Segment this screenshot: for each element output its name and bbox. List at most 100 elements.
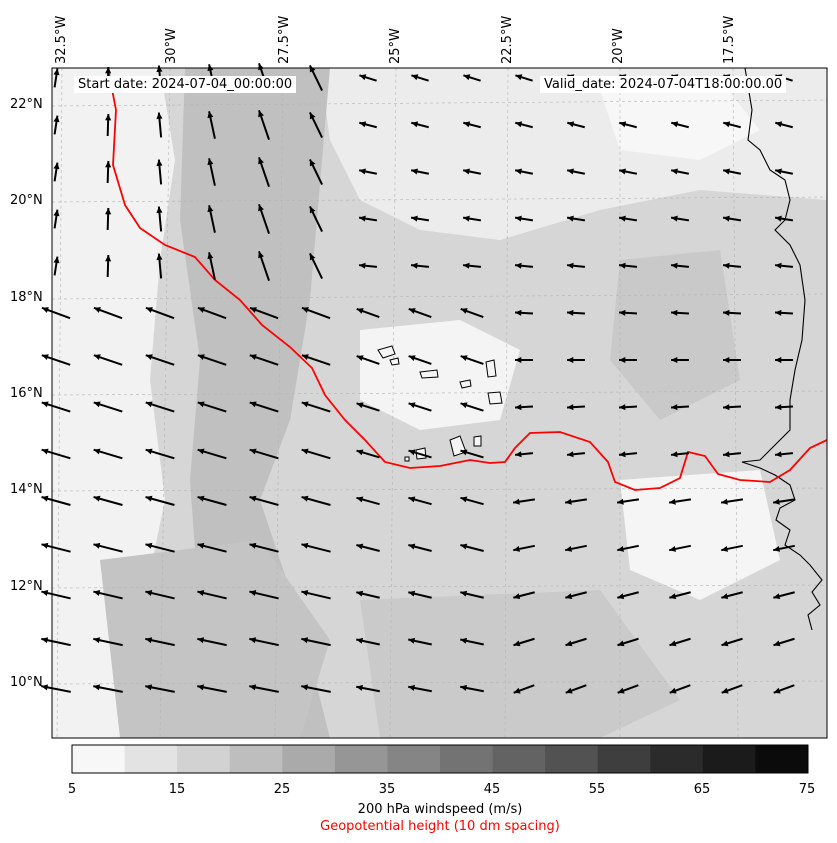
- wind-arrow-head: [721, 687, 729, 694]
- lon-label-32-5w: 32.5°W: [54, 15, 69, 64]
- colorbar: [72, 745, 809, 773]
- wind-arrow-head: [301, 542, 309, 549]
- wind-arrow-head: [197, 495, 205, 502]
- colorbar-segment: [177, 745, 231, 773]
- wind-arrow-head: [567, 121, 575, 128]
- wind-arrow-head: [53, 162, 60, 170]
- colorbar-segment: [387, 745, 441, 773]
- wind-arrow-head: [41, 637, 49, 644]
- colorbar-segment: [229, 745, 283, 773]
- wind-arrow-head: [669, 498, 676, 505]
- wind-arrow-head: [301, 637, 309, 644]
- wind-arrow-head: [515, 356, 522, 364]
- wind-arrow-head: [773, 593, 781, 600]
- wind-arrow-head: [356, 449, 364, 456]
- wind-arrow-head: [197, 448, 205, 455]
- wind-arrow-head: [156, 112, 163, 120]
- wind-arrow-head: [619, 356, 626, 364]
- lat-label-16n: 16°N: [10, 386, 43, 401]
- wind-arrow-head: [105, 161, 112, 168]
- wind-arrow-head: [197, 354, 205, 361]
- wind-arrow-head: [515, 121, 523, 128]
- wind-arrow-head: [309, 159, 316, 167]
- wind-arrow-head: [619, 121, 627, 128]
- wind-arrow-head: [619, 262, 626, 269]
- wind-arrow-head: [617, 498, 624, 505]
- wind-arrow-head: [408, 355, 416, 362]
- wind-arrow-head: [671, 121, 679, 128]
- wind-arrow-head: [41, 448, 49, 455]
- wind-arrow-head: [408, 402, 416, 409]
- wind-arrow-head: [671, 215, 678, 222]
- wind-arrow-head: [723, 356, 730, 364]
- wind-arrow-head: [671, 262, 678, 269]
- wind-vectors: [41, 63, 796, 694]
- wind-arrow-head: [197, 590, 205, 596]
- wind-arrow-head: [197, 684, 205, 691]
- wind-arrow-head: [249, 637, 257, 644]
- wind-arrow-head: [145, 448, 153, 455]
- wind-arrow-head: [408, 637, 416, 644]
- wind-arrow-head: [565, 545, 573, 552]
- wind-arrow-head: [249, 448, 257, 455]
- wind-arrow-head: [775, 404, 782, 411]
- colorbar-segment: [440, 745, 494, 773]
- wind-arrow-head: [249, 401, 257, 408]
- wind-arrow-head: [53, 209, 60, 217]
- wind-arrow-head: [463, 168, 470, 175]
- lon-label-20w: 20°W: [611, 28, 626, 64]
- colorbar-segment: [650, 745, 704, 773]
- wind-arrow-head: [723, 168, 730, 175]
- wind-arrow-head: [301, 448, 309, 455]
- wind-arrow-head: [156, 206, 163, 214]
- wind-arrow-head: [513, 687, 521, 694]
- wind-arrow-head: [773, 498, 780, 505]
- wind-arrow-head: [356, 402, 364, 409]
- wind-arrow-head: [515, 215, 522, 222]
- wind-arrow-head: [671, 356, 678, 364]
- wind-arrow-head: [775, 168, 782, 175]
- wind-arrow-head: [249, 542, 257, 549]
- wind-arrow-head: [773, 640, 781, 647]
- wind-arrow-head: [515, 404, 522, 411]
- wind-arrow-head: [515, 451, 522, 458]
- coastline-africa: [741, 68, 823, 631]
- wind-arrow-head: [775, 451, 782, 458]
- wind-arrow-head: [617, 545, 625, 552]
- wind-arrow-head: [207, 158, 214, 166]
- wind-arrow-head: [249, 354, 257, 361]
- wind-arrow-head: [460, 449, 468, 456]
- wind-arrow-head: [723, 215, 730, 222]
- wind-arrow-head: [301, 401, 309, 408]
- wind-arrow-head: [460, 637, 468, 644]
- lat-label-20n: 20°N: [10, 193, 43, 208]
- wind-arrow-head: [301, 590, 309, 596]
- wind-arrow-head: [309, 206, 316, 214]
- colorbar-tick-5: 5: [67, 782, 77, 797]
- wind-arrow-head: [775, 309, 782, 316]
- wind-arrow-head: [411, 74, 419, 81]
- lon-label-17-5w: 17.5°W: [722, 15, 737, 64]
- wind-arrow-head: [669, 687, 677, 694]
- wind-arrow-head: [515, 262, 522, 269]
- wind-arrow-head: [408, 684, 415, 691]
- wind-arrow-head: [411, 121, 419, 128]
- wind-arrow-head: [460, 543, 468, 550]
- wind-arrow-head: [309, 112, 316, 120]
- wind-arrow-head: [463, 215, 470, 222]
- wind-arrow-head: [408, 496, 416, 503]
- wind-arrow-head: [145, 637, 153, 644]
- colorbar-tick-25: 25: [273, 782, 291, 797]
- lon-label-27-5w: 27.5°W: [277, 15, 292, 64]
- wind-arrow-head: [93, 307, 101, 313]
- wind-arrow-head: [515, 74, 523, 81]
- wind-arrow-head: [105, 208, 112, 215]
- wind-arrow-head: [460, 402, 468, 409]
- colorbar-tick-45: 45: [483, 782, 501, 797]
- wind-arrow-head: [41, 401, 49, 408]
- wind-arrow-head: [356, 684, 363, 691]
- start-date-label: Start date: 2024-07-04_00:00:00: [74, 76, 297, 93]
- wind-arrow-head: [301, 495, 309, 502]
- wind-arrow-head: [41, 495, 49, 502]
